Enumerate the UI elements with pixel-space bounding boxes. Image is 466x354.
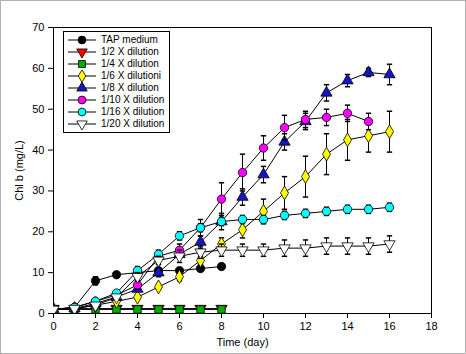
svg-text:40: 40 bbox=[32, 144, 44, 156]
svg-text:16: 16 bbox=[383, 320, 395, 332]
svg-text:Time (day): Time (day) bbox=[216, 336, 268, 348]
html-text:1/6 X dilutioni: 1/6 X dilutioni bbox=[101, 70, 161, 81]
svg-text:20: 20 bbox=[32, 225, 44, 237]
svg-text:0: 0 bbox=[50, 320, 56, 332]
html-text:1/8 X dilution: 1/8 X dilution bbox=[101, 82, 159, 93]
svg-text:60: 60 bbox=[32, 62, 44, 74]
html-text:TAP medium: TAP medium bbox=[101, 34, 158, 45]
svg-text:6: 6 bbox=[176, 320, 182, 332]
html-text:1/20 X dilution: 1/20 X dilution bbox=[101, 118, 165, 129]
svg-text:8: 8 bbox=[218, 320, 224, 332]
html-text:1/16 X dilution: 1/16 X dilution bbox=[101, 106, 165, 117]
html-text:1/10 X dilution: 1/10 X dilution bbox=[101, 94, 165, 105]
svg-text:4: 4 bbox=[134, 320, 140, 332]
svg-text:2: 2 bbox=[92, 320, 98, 332]
svg-text:30: 30 bbox=[32, 184, 44, 196]
svg-text:14: 14 bbox=[341, 320, 353, 332]
html-text:1/4 X dilution: 1/4 X dilution bbox=[101, 58, 159, 69]
svg-text:70: 70 bbox=[32, 21, 44, 33]
svg-text:0: 0 bbox=[38, 307, 44, 319]
svg-text:18: 18 bbox=[425, 320, 437, 332]
html-text:1/2 X dilution: 1/2 X dilution bbox=[101, 46, 159, 57]
svg-text:10: 10 bbox=[257, 320, 269, 332]
svg-text:50: 50 bbox=[32, 103, 44, 115]
svg-text:10: 10 bbox=[32, 266, 44, 278]
svg-text:12: 12 bbox=[299, 320, 311, 332]
svg-text:Chl b (mg/L): Chl b (mg/L) bbox=[13, 140, 25, 201]
